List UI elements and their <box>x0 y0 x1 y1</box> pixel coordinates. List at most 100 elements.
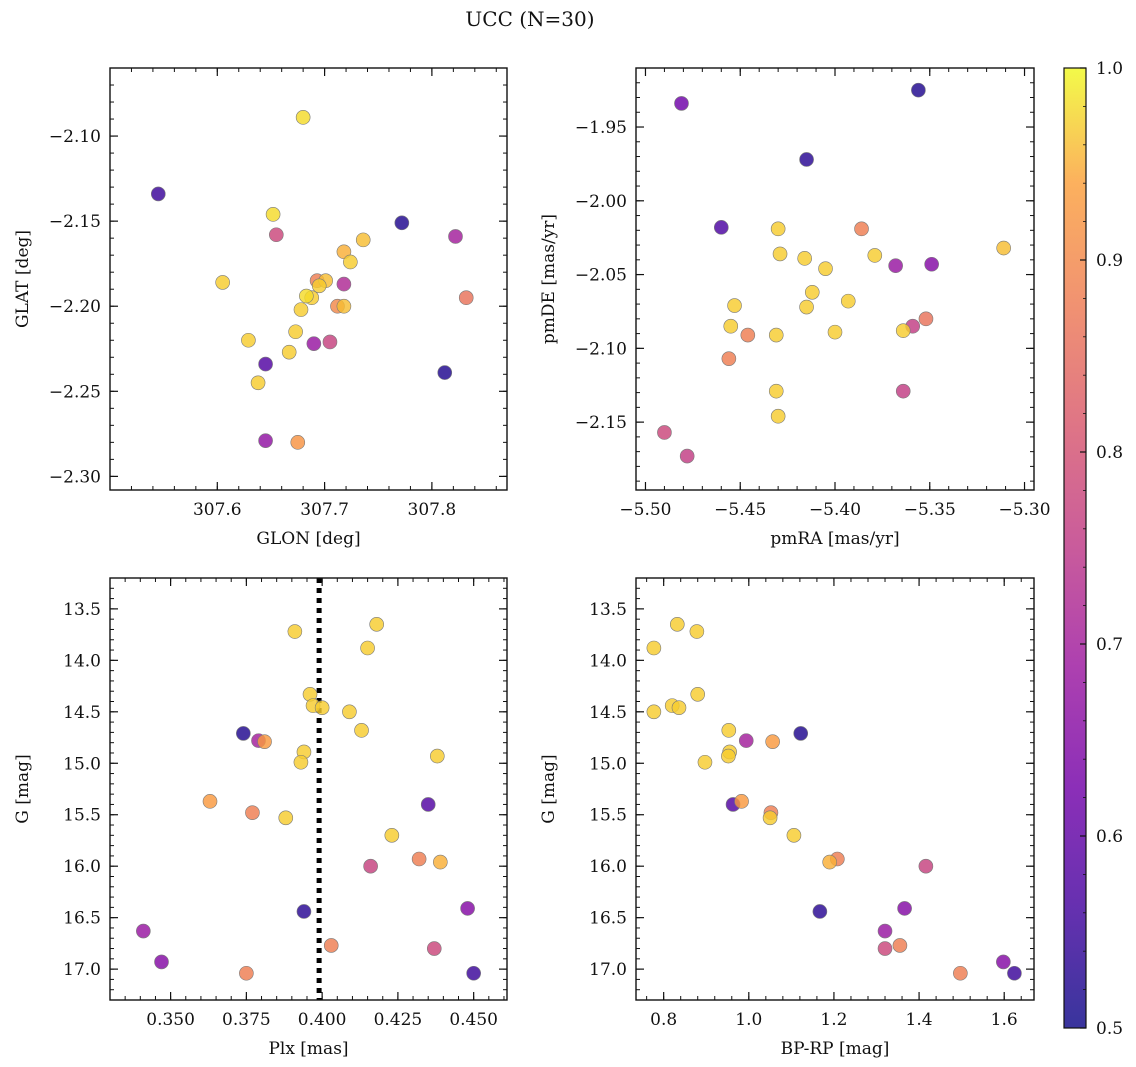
scatter-point <box>996 954 1011 970</box>
scatter-point <box>314 700 330 715</box>
scatter-point <box>772 246 788 262</box>
scatter-point <box>669 617 685 632</box>
scatter-point <box>429 748 445 764</box>
scatter-point <box>770 221 786 237</box>
y-tick-label: 13.5 <box>63 600 101 620</box>
scatter-point <box>265 207 281 222</box>
scatter-point <box>786 828 802 843</box>
scatter-point <box>897 901 912 916</box>
scatter-point <box>727 298 742 313</box>
y-tick-label: 14.0 <box>589 651 627 671</box>
x-axis-label: pmRA [mas/yr] <box>770 529 899 549</box>
scatter-point <box>250 375 266 391</box>
scatter-point <box>799 299 814 315</box>
scatter-point <box>426 941 442 956</box>
x-tick-label: 0.400 <box>298 1010 347 1030</box>
scatter-point <box>768 327 784 343</box>
y-tick-label: 15.0 <box>63 754 101 774</box>
scatter-point <box>458 290 474 306</box>
scatter-point <box>202 794 218 809</box>
scatter-point <box>136 923 151 939</box>
axes-frame <box>109 577 508 1001</box>
scatter-point <box>793 726 809 741</box>
axes-frame <box>635 577 1035 1001</box>
scatter-point <box>460 901 475 916</box>
y-tick-label: −2.25 <box>49 382 101 402</box>
scatter-point <box>770 408 786 424</box>
scatter-point <box>877 941 893 956</box>
scatter-point <box>818 261 833 276</box>
scatter-point <box>690 687 706 702</box>
x-tick-label: 0.350 <box>146 1010 195 1030</box>
y-tick-label: 14.5 <box>63 703 101 723</box>
y-tick-label: −2.10 <box>49 127 101 147</box>
scatter-point <box>245 805 260 820</box>
scatter-point <box>323 938 339 953</box>
x-axis-label: GLON [deg] <box>256 529 360 549</box>
scatter-point <box>293 754 309 770</box>
scatter-point <box>840 293 856 309</box>
scatter-point <box>257 734 272 749</box>
x-tick-label: −5.40 <box>809 500 861 520</box>
scatter-point <box>738 733 754 748</box>
colorbar-tick-label: 0.9 <box>1096 251 1123 271</box>
x-tick-label: 0.450 <box>449 1010 498 1030</box>
y-tick-label: −2.00 <box>575 192 627 212</box>
scatter-point <box>895 383 911 399</box>
scatter-point <box>734 794 749 809</box>
scatter-point <box>322 334 338 350</box>
x-tick-label: −5.30 <box>998 500 1050 520</box>
y-tick-label: 15.0 <box>589 754 627 774</box>
scatter-point <box>437 365 453 380</box>
scatter-point <box>799 152 814 167</box>
scatter-point <box>241 332 256 348</box>
y-axis-label: G [mag] <box>539 754 559 823</box>
x-tick-label: 307.8 <box>408 500 457 520</box>
x-axis-label: Plx [mas] <box>268 1039 348 1059</box>
panel-bprp-g: 0.8 1.0 1.2 1.4 1.6 13.5 14.0 14.5 15.0 15.5 16.0 1… <box>539 577 1035 1059</box>
scatter-point <box>287 624 303 639</box>
axes-frame <box>635 67 1035 491</box>
x-axis-label: BP-RP [mag] <box>781 1039 890 1059</box>
scatter-point <box>671 700 687 715</box>
y-tick-label: −2.10 <box>575 339 627 359</box>
y-tick-label: −2.20 <box>49 297 101 317</box>
scatter-point <box>674 96 689 111</box>
scatter-point <box>646 640 662 656</box>
x-tick-label: 1.0 <box>735 1010 762 1030</box>
scatter-point <box>336 298 352 314</box>
scatter-point <box>306 336 322 351</box>
x-tick-label: −5.50 <box>619 500 671 520</box>
scatter-point <box>822 854 837 870</box>
scatter-point <box>150 186 166 202</box>
scatter-point <box>293 302 309 317</box>
x-tick-label: 307.6 <box>193 500 242 520</box>
y-tick-label: 15.5 <box>63 806 101 826</box>
colorbar-gradient <box>1064 68 1086 1028</box>
scatter-point <box>466 965 481 981</box>
scatter-point <box>154 954 169 970</box>
scatter-point <box>721 748 736 764</box>
colorbar-tick-label: 1.0 <box>1096 59 1123 79</box>
x-tick-label: 1.6 <box>991 1010 1018 1030</box>
scatter-point <box>689 624 705 639</box>
x-tick-label: 307.7 <box>300 500 349 520</box>
scatter-point <box>360 640 375 656</box>
scatter-point <box>646 704 662 720</box>
scatter-point <box>996 240 1011 256</box>
scatter-point <box>239 965 254 981</box>
scatter-point <box>343 254 358 270</box>
scatter-point <box>924 256 939 272</box>
axes-frame <box>109 67 508 491</box>
scatter-point <box>290 435 306 450</box>
x-tick-label: 1.2 <box>820 1010 847 1030</box>
panel-pmra-pmde: −5.50 −5.45 −5.40 −5.35 −5.30 −1.95 −2.00 −2.05… <box>539 67 1051 549</box>
colorbar-frame <box>1063 67 1087 1029</box>
scatter-point <box>740 327 756 343</box>
y-axis-label: GLAT [deg] <box>13 230 33 328</box>
scatter-point <box>911 82 926 98</box>
y-tick-label: 16.5 <box>63 909 101 929</box>
x-tick-label: −5.35 <box>904 500 956 520</box>
scatter-point <box>215 275 230 290</box>
